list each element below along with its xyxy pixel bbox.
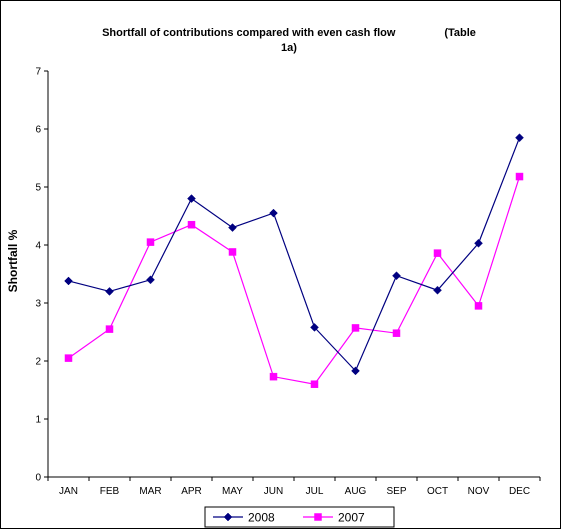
- x-tick-label: NOV: [468, 486, 490, 497]
- data-point-2007-AUG: [351, 324, 360, 332]
- data-point-2008-MAR: [146, 275, 155, 285]
- data-point-2008-FEB: [105, 287, 114, 296]
- y-tick-label: 1: [35, 415, 41, 426]
- series-line-2008: [68, 137, 521, 372]
- data-point-2007-MAR: [146, 238, 155, 246]
- x-tick-label: JAN: [59, 486, 78, 497]
- x-tick-label: JUN: [264, 486, 283, 497]
- x-tick-label: SEP: [386, 486, 406, 497]
- data-point-2007-JAN: [64, 354, 73, 362]
- x-tick-label: OCT: [427, 486, 448, 497]
- data-point-2008-OCT: [433, 285, 442, 295]
- x-axis-ticks: JAN FEB MAR APR MAY JUN JUL AUG SEP OCT NOV DEC: [47, 477, 541, 497]
- data-point-2007-OCT: [433, 249, 442, 257]
- legend-box: [204, 506, 395, 528]
- x-tick-label: JUL: [306, 486, 324, 497]
- y-tick-label: 5: [35, 183, 41, 194]
- x-tick-label: APR: [181, 486, 202, 497]
- legend-label-2008: 2008: [248, 511, 275, 525]
- y-axis-ticks: 0 1 2 3 4 5 6 7: [35, 67, 48, 484]
- y-tick-label: 3: [35, 299, 41, 310]
- data-point-2007-NOV: [474, 302, 483, 310]
- data-point-2007-MAY: [228, 248, 237, 256]
- series-2007: [64, 172, 524, 388]
- x-tick-label: MAY: [222, 486, 243, 497]
- legend-marker-2008: [223, 512, 233, 522]
- data-point-2007-DEC: [515, 172, 524, 181]
- data-point-2008-JUL: [310, 323, 319, 332]
- y-tick-label: 6: [35, 125, 41, 136]
- data-point-2007-JUL: [310, 380, 319, 388]
- legend-items: 2008 2007: [213, 511, 365, 525]
- x-tick-label: FEB: [100, 486, 120, 497]
- data-point-2008-APR: [187, 194, 196, 203]
- legend: 2008 2007: [204, 506, 395, 528]
- y-axis-label: Shortfall %: [6, 229, 20, 292]
- x-tick-label: AUG: [345, 486, 367, 497]
- series-line-2007: [68, 176, 521, 385]
- chart-title-line-1: Shortfall of contributions compared with…: [102, 27, 476, 39]
- data-point-2008-NOV: [474, 238, 483, 248]
- y-tick-label: 4: [35, 241, 41, 252]
- y-tick-label: 0: [35, 473, 41, 484]
- data-point-2008-JAN: [64, 276, 73, 286]
- data-point-2007-JUN: [269, 372, 278, 381]
- chart-title-line-2: 1a): [281, 42, 297, 54]
- data-point-2008-MAY: [228, 223, 237, 232]
- data-point-2008-SEP: [392, 271, 401, 281]
- x-tick-label: DEC: [509, 486, 530, 497]
- data-point-2007-SEP: [392, 329, 401, 337]
- y-tick-label: 2: [35, 357, 41, 368]
- data-series: [64, 133, 524, 388]
- legend-marker-2007: [314, 513, 322, 521]
- data-point-2008-JUN: [269, 208, 278, 218]
- y-tick-label: 7: [35, 67, 41, 78]
- series-2008: [64, 133, 524, 376]
- x-tick-label: MAR: [139, 486, 161, 497]
- axes: [47, 71, 540, 478]
- data-point-2008-AUG: [351, 366, 360, 376]
- data-point-2008-DEC: [515, 133, 524, 143]
- legend-label-2007: 2007: [338, 511, 365, 525]
- data-point-2007-FEB: [105, 325, 114, 333]
- data-point-2007-APR: [187, 220, 196, 229]
